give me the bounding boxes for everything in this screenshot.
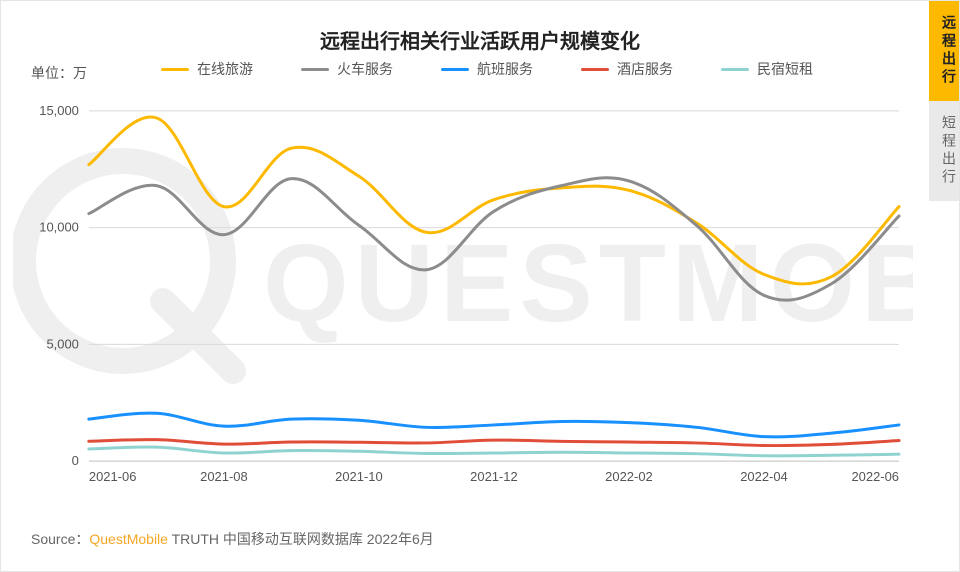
svg-text:15,000: 15,000	[39, 103, 79, 118]
svg-text:2021-12: 2021-12	[470, 469, 518, 484]
tab-long-travel[interactable]: 远程出行	[929, 1, 959, 101]
y-tick: 15,000	[39, 103, 79, 118]
legend-item[interactable]: 酒店服务	[581, 59, 673, 79]
svg-text:2022-04: 2022-04	[740, 469, 788, 484]
legend-dash	[581, 68, 609, 71]
unit-label: 单位：万	[31, 63, 87, 83]
y-tick: 5,000	[46, 336, 78, 351]
x-tick: 2022-06	[851, 469, 899, 484]
legend-dash	[161, 68, 189, 71]
svg-text:2021-08: 2021-08	[200, 469, 248, 484]
legend-label: 酒店服务	[617, 59, 673, 79]
tab-short-travel[interactable]: 短程出行	[929, 101, 959, 201]
legend-item[interactable]: 火车服务	[301, 59, 393, 79]
side-tabs: 远程出行短程出行	[929, 1, 959, 201]
legend-dash	[721, 68, 749, 71]
legend-item[interactable]: 在线旅游	[161, 59, 253, 79]
legend-dash	[441, 68, 469, 71]
chart-frame: QUESTMOBILE 远程出行相关行业活跃用户规模变化 单位：万 在线旅游火车…	[0, 0, 960, 572]
series-line	[89, 447, 899, 456]
svg-text:5,000: 5,000	[46, 336, 78, 351]
legend-label: 在线旅游	[197, 59, 253, 79]
series-line	[89, 117, 899, 284]
chart-title: 远程出行相关行业活跃用户规模变化	[1, 25, 959, 54]
x-tick: 2021-06	[89, 469, 137, 484]
legend-label: 航班服务	[477, 59, 533, 79]
x-tick: 2021-10	[335, 469, 383, 484]
legend-label: 火车服务	[337, 59, 393, 79]
gridlines	[89, 111, 899, 344]
svg-text:2022-06: 2022-06	[851, 469, 899, 484]
legend-item[interactable]: 航班服务	[441, 59, 533, 79]
legend: 在线旅游 火车服务 航班服务 酒店服务 民宿短租	[161, 59, 869, 79]
svg-text:0: 0	[72, 453, 79, 468]
source-prefix: Source：	[31, 531, 89, 547]
series-line	[89, 440, 899, 446]
legend-item[interactable]: 民宿短租	[721, 59, 813, 79]
svg-text:2022-02: 2022-02	[605, 469, 653, 484]
x-tick: 2021-08	[200, 469, 248, 484]
legend-dash	[301, 68, 329, 71]
svg-text:2021-10: 2021-10	[335, 469, 383, 484]
svg-text:10,000: 10,000	[39, 220, 79, 235]
svg-text:2021-06: 2021-06	[89, 469, 137, 484]
chart-area: 0 5,000 10,000 15,000 2021-06 2021-08 2021-10 2…	[31, 91, 909, 491]
source-brand: QuestMobile	[89, 531, 168, 547]
x-tick: 2022-04	[740, 469, 788, 484]
source-line: Source：QuestMobile TRUTH 中国移动互联网数据库 2022…	[31, 529, 434, 549]
x-tick: 2022-02	[605, 469, 653, 484]
y-tick: 0	[72, 453, 79, 468]
x-tick: 2021-12	[470, 469, 518, 484]
series-line	[89, 413, 899, 437]
source-suffix: TRUTH 中国移动互联网数据库 2022年6月	[168, 531, 434, 547]
y-tick: 10,000	[39, 220, 79, 235]
legend-label: 民宿短租	[757, 59, 813, 79]
